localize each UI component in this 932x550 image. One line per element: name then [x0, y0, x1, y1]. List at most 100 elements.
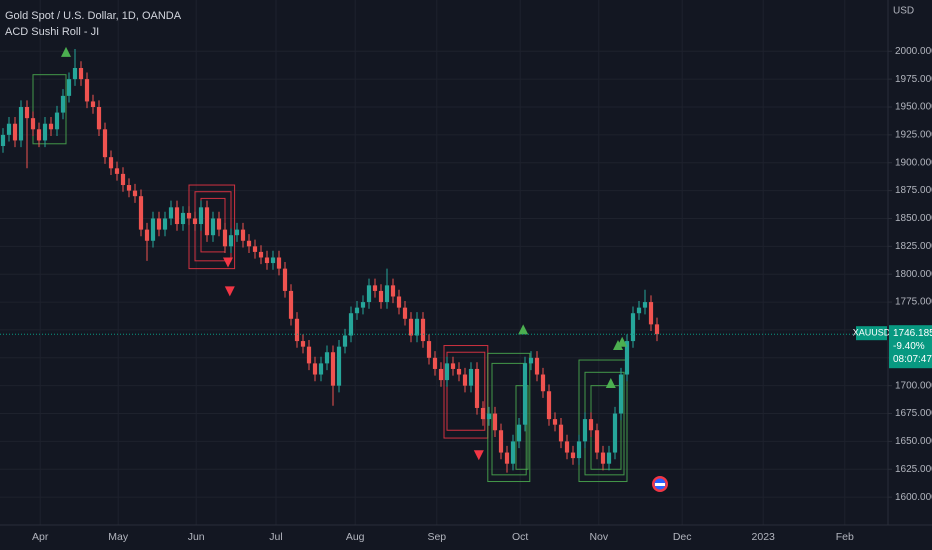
y-tick-label: 1700.000: [895, 380, 932, 391]
signal-triangle: [61, 46, 71, 57]
candle-body: [528, 357, 534, 364]
y-tick-label: 2000.000: [895, 46, 932, 57]
signal-triangle: [223, 257, 233, 268]
signal-triangle: [613, 340, 623, 351]
candle-body: [342, 335, 348, 347]
candle-body: [618, 374, 624, 414]
candle-body: [270, 257, 276, 264]
x-tick-label: Feb: [836, 531, 854, 543]
candle-body: [42, 123, 48, 141]
signal-triangle: [617, 336, 628, 347]
candle-body: [408, 318, 414, 336]
y-tick-label: 1800.000: [895, 269, 932, 280]
y-tick-label: 1675.000: [895, 408, 932, 419]
countdown-label: 08:07:47: [893, 354, 932, 365]
candle-body: [432, 357, 438, 369]
axes: 1600.000 1625.000 1650.000 1675.000 1700.000…: [32, 46, 932, 543]
candle-body: [84, 79, 90, 102]
signal-triangle: [605, 377, 616, 388]
symbol-badge: [856, 326, 887, 341]
y-tick-label: 1775.000: [895, 297, 932, 308]
candle-body: [462, 374, 468, 386]
candle-body: [360, 302, 366, 308]
candle-body: [582, 419, 588, 442]
candle-body: [300, 341, 306, 347]
currency-label: USD: [893, 6, 914, 17]
candle-body: [60, 95, 66, 113]
candle-body: [336, 346, 342, 386]
candle-body: [636, 307, 642, 314]
candle-body: [306, 346, 312, 364]
candle-body: [474, 368, 480, 408]
y-tick-label: 1625.000: [895, 464, 932, 475]
y-tick-label: 1650.000: [895, 436, 932, 447]
candle-body: [468, 368, 474, 386]
candle-body: [72, 67, 78, 80]
last-price-label: 1746.185: [893, 328, 932, 339]
candle-body: [180, 212, 186, 225]
candle-body: [114, 168, 120, 174]
candle-body: [522, 363, 528, 425]
candle-body: [348, 313, 354, 336]
candle-body: [384, 285, 390, 303]
candle-body: [234, 229, 240, 236]
candle-body: [390, 285, 396, 297]
candle-body: [252, 246, 258, 252]
flag-icon: [652, 476, 668, 492]
grid: [0, 0, 888, 525]
y-tick-label: 1925.000: [895, 130, 932, 141]
candle-body: [54, 112, 60, 130]
signal-triangle: [224, 286, 235, 297]
candle-body: [402, 307, 408, 319]
signal-triangle: [473, 450, 484, 461]
candle-body: [174, 207, 180, 225]
candle-body: [558, 424, 564, 442]
candle-body: [318, 363, 324, 375]
candle-body: [132, 190, 138, 197]
candle-body: [438, 368, 444, 381]
candle-body: [108, 157, 114, 169]
candle-body: [210, 218, 216, 236]
candle-body: [168, 207, 174, 219]
y-tick-label: 1600.000: [895, 492, 932, 503]
symbol-label: XAUUSD: [853, 328, 891, 338]
candle-body: [222, 229, 228, 247]
candle-body: [426, 341, 432, 358]
candle-body: [504, 452, 510, 464]
signal-box: [578, 359, 628, 483]
candle-body: [624, 341, 630, 375]
candle-body: [600, 452, 606, 464]
x-tick-label: Jun: [188, 531, 205, 543]
candle-body: [648, 302, 654, 325]
candle-body: [102, 129, 108, 158]
y-tick-label: 1950.000: [895, 102, 932, 113]
candle-body: [498, 430, 504, 453]
candle-body: [630, 313, 636, 342]
signal-box: [446, 351, 486, 431]
candle-body: [36, 129, 42, 141]
x-tick-label: Aug: [346, 531, 365, 543]
candle-body: [594, 430, 600, 453]
candle-body: [144, 229, 150, 241]
candle-body: [156, 218, 162, 230]
candle-body: [510, 441, 516, 464]
candle-body: [282, 268, 288, 291]
candle-body: [324, 352, 330, 364]
candle-body: [576, 441, 582, 459]
signal-box: [188, 184, 236, 270]
candle-body: [588, 419, 594, 431]
candle-body: [564, 441, 570, 453]
candle-body: [372, 285, 378, 291]
candle-body: [138, 196, 144, 230]
y-tick-label: 1975.000: [895, 74, 932, 85]
candle-body: [276, 257, 282, 269]
candle-body: [288, 290, 294, 319]
y-tick-label: 1875.000: [895, 185, 932, 196]
candle-body: [30, 118, 36, 130]
candle-body: [96, 107, 102, 130]
y-tick-label: 1900.000: [895, 157, 932, 168]
candle-body: [396, 296, 402, 308]
